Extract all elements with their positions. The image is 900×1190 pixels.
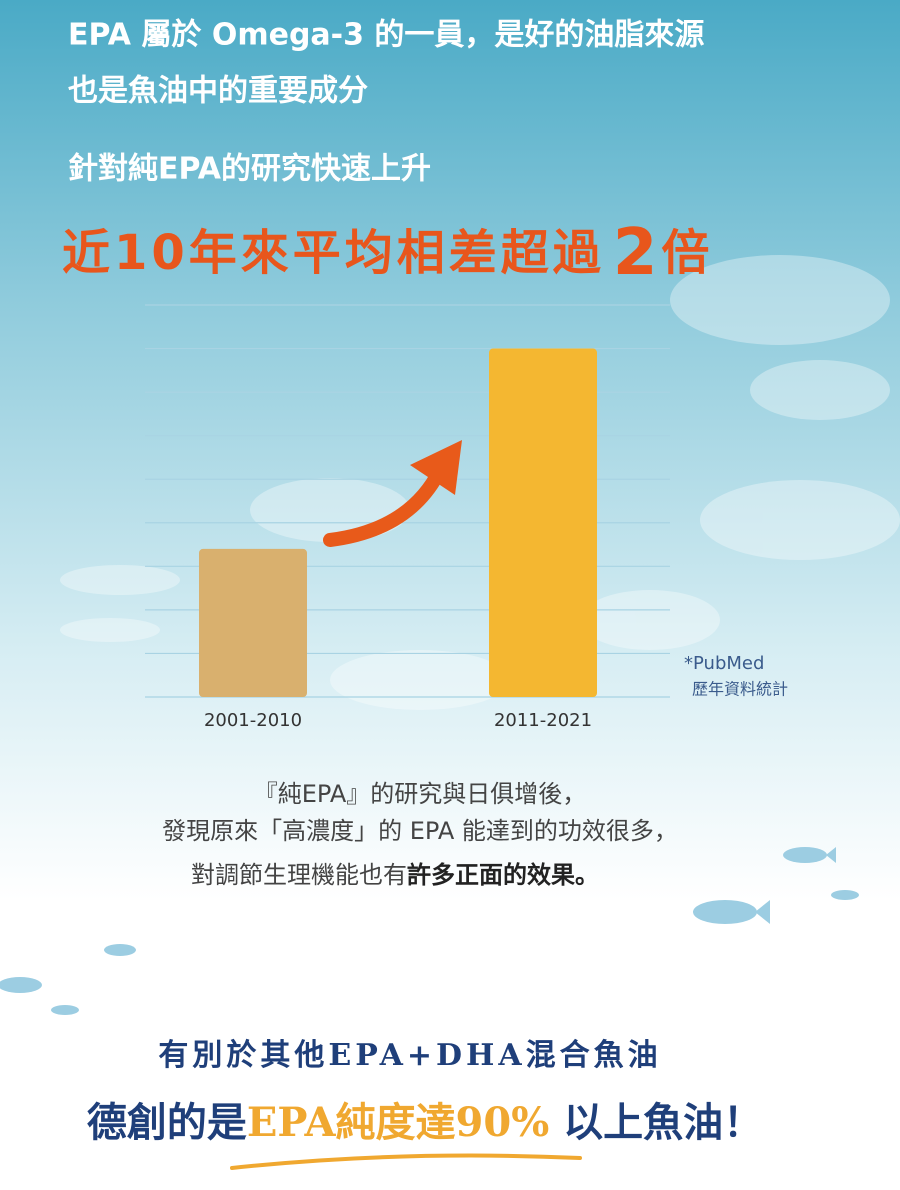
title-suffix: 倍 [661,225,713,281]
title-main: 近10年來平均相差超過 [62,225,605,281]
body-line: 發現原來「高濃度」的 EPA 能達到的功效很多， [162,817,678,845]
footer-line: 有別於其他EPA+DHA混合魚油 [158,1038,661,1073]
footer-line: 德創的是EPA純度達90% 以上魚油！ [87,1099,763,1146]
footer-highlight: EPA純度達90% [247,1099,549,1146]
header-line: 也是魚油中的重要成分 [68,74,368,109]
body-line: 對調節生理機能也有許多正面的效果。 [191,861,599,889]
small-fish [0,847,859,1015]
footer-end: 以上魚油！ [549,1099,763,1146]
arrow-head [410,440,462,495]
fish-decoration [60,255,900,710]
header-line: 針對純EPA的研究快速上升 [68,152,431,187]
footer-start: 德創的是 [87,1099,247,1146]
body-text: 對調節生理機能也有 [191,861,407,889]
x-tick-label: 2001-2010 [204,710,302,731]
annotation: 歷年資料統計 [692,680,788,699]
title-emphasis: 2 [613,216,662,290]
plot: 2001-2010 2011-2021 [145,304,670,731]
chart-title: 近10年來平均相差超過 2倍 [62,216,713,290]
trend-arrow [323,463,447,547]
x-tick-label: 2011-2021 [494,710,592,731]
body-bold: 許多正面的效果。 [407,861,599,889]
body-line: 『純EPA』的研究與日俱增後， [254,780,587,808]
underline [230,1153,582,1170]
bar [489,348,597,697]
annotation: *PubMed [684,653,764,674]
header-line: EPA 屬於 Omega-3 的一員，是好的油脂來源 [68,18,704,53]
bar [199,548,307,697]
